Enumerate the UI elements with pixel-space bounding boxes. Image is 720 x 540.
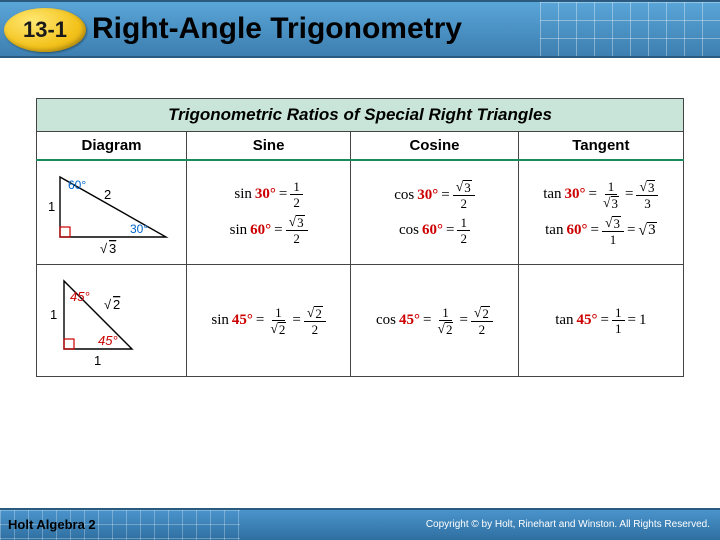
eq-sin60: sin 60° = 32: [230, 215, 308, 245]
trig-ratios-table: Trigonometric Ratios of Special Right Tr…: [36, 98, 684, 377]
eq-cos60: cos 60° = 12: [399, 216, 470, 245]
eq-tan45: tan 45° = 11 = 1: [555, 306, 646, 335]
svg-text:1: 1: [50, 307, 57, 322]
svg-text:30°: 30°: [130, 222, 148, 236]
cell-sine-30-60: sin 30° = 12 sin 60° = 32: [187, 160, 351, 265]
svg-text:3: 3: [109, 241, 116, 256]
svg-text:45°: 45°: [98, 333, 118, 348]
eq-cos30: cos 30° = 32: [394, 180, 474, 210]
eq-tan60: tan 60° = 31 = 3: [545, 216, 656, 246]
slide-footer: Holt Algebra 2 Copyright © by Holt, Rine…: [0, 508, 720, 540]
triangle-45-45-90-icon: 1 √ 2 1 45° 45°: [42, 269, 182, 369]
footer-textbook: Holt Algebra 2: [8, 517, 96, 532]
slide-header: 13-1 Right-Angle Trigonometry: [0, 0, 720, 58]
cell-tangent-30-60: tan 30° = 13 = 33 tan 60° = 31 = 3: [518, 160, 683, 265]
eq-sin45: sin 45° = 12 = 22: [211, 306, 325, 336]
svg-text:45°: 45°: [70, 289, 90, 304]
chapter-badge: 13-1: [4, 8, 86, 52]
eq-tan30: tan 30° = 13 = 33: [543, 180, 658, 210]
cell-sine-45: sin 45° = 12 = 22: [187, 265, 351, 377]
footer-copyright: Copyright © by Holt, Rinehart and Winsto…: [426, 519, 710, 530]
diagram-30-60-90: 1 2 √ 3 60° 30°: [37, 160, 187, 265]
triangle-30-60-90-icon: 1 2 √ 3 60° 30°: [42, 165, 182, 257]
slide: 13-1 Right-Angle Trigonometry Trigonomet…: [0, 0, 720, 540]
content-area: Trigonometric Ratios of Special Right Tr…: [36, 98, 684, 377]
table-row: 1 √ 2 1 45° 45° sin 45° = 12 = 22: [37, 265, 684, 377]
table-title: Trigonometric Ratios of Special Right Tr…: [37, 99, 684, 132]
svg-text:√: √: [100, 241, 108, 256]
svg-text:1: 1: [48, 199, 55, 214]
eq-sin30: sin 30° = 12: [234, 180, 302, 209]
col-header-diagram: Diagram: [37, 132, 187, 161]
svg-text:60°: 60°: [68, 178, 86, 192]
cell-cosine-30-60: cos 30° = 32 cos 60° = 12: [351, 160, 519, 265]
col-header-cosine: Cosine: [351, 132, 519, 161]
svg-text:1: 1: [94, 353, 101, 368]
svg-text:2: 2: [113, 297, 120, 312]
svg-text:√: √: [104, 297, 112, 312]
cell-tangent-45: tan 45° = 11 = 1: [518, 265, 683, 377]
cell-cosine-45: cos 45° = 12 = 22: [351, 265, 519, 377]
slide-title: Right-Angle Trigonometry: [92, 12, 462, 46]
col-header-sine: Sine: [187, 132, 351, 161]
svg-text:2: 2: [104, 187, 111, 202]
table-row: 1 2 √ 3 60° 30° sin 30° = 12 s: [37, 160, 684, 265]
eq-cos45: cos 45° = 12 = 22: [376, 306, 493, 336]
header-grid-decoration: [540, 2, 720, 56]
diagram-45-45-90: 1 √ 2 1 45° 45°: [37, 265, 187, 377]
col-header-tangent: Tangent: [518, 132, 683, 161]
